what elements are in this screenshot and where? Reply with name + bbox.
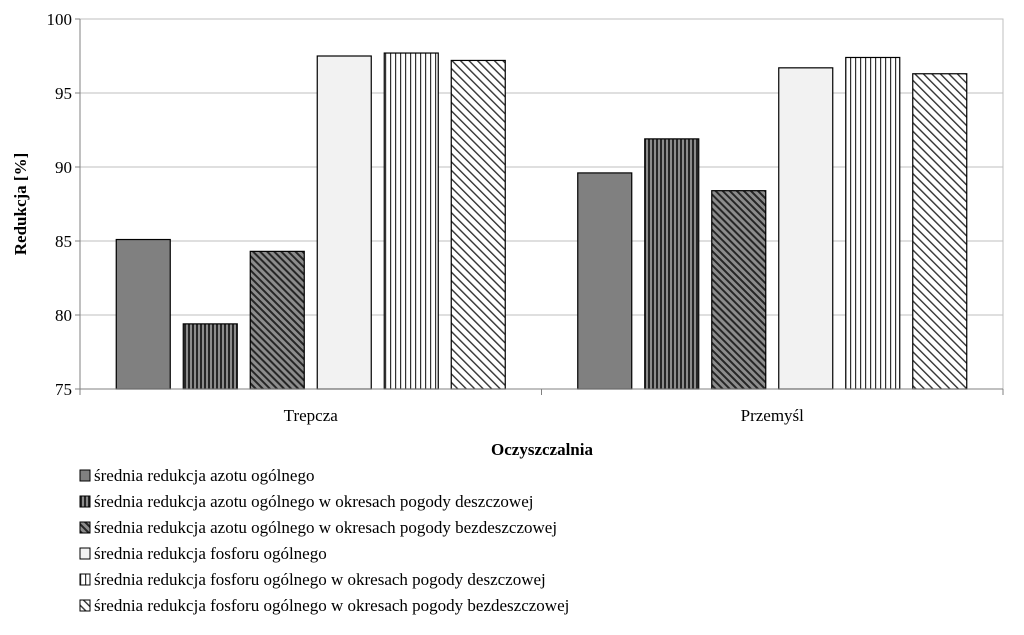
y-tick-label: 90 xyxy=(55,158,72,177)
y-tick-label: 85 xyxy=(55,232,72,251)
bar xyxy=(383,52,439,390)
legend-label: średnia redukcja azotu ogólnego w okresa… xyxy=(94,492,533,511)
x-tick-label: Przemyśl xyxy=(741,406,805,425)
y-tick-label: 75 xyxy=(55,380,72,399)
legend: średnia redukcja azotu ogólnego średnia r… xyxy=(79,466,569,615)
legend-swatch xyxy=(79,547,91,560)
bar xyxy=(249,250,305,390)
axes: 75 80 85 90 95 100 Trepcza Przemyśl xyxy=(47,10,1004,425)
bar xyxy=(778,67,834,390)
bar xyxy=(845,56,901,390)
legend-swatch xyxy=(79,573,91,586)
legend-swatch xyxy=(79,521,91,534)
legend-label: średnia redukcja fosforu ogólnego w okre… xyxy=(94,570,546,589)
legend-label: średnia redukcja fosforu ogólnego xyxy=(94,544,327,563)
x-axis-title: Oczyszczalnia xyxy=(491,440,593,459)
y-tick-label: 95 xyxy=(55,84,72,103)
bar xyxy=(115,238,171,390)
bar xyxy=(450,59,506,390)
legend-label: średnia redukcja azotu ogólnego xyxy=(94,466,314,485)
x-tick-label: Trepcza xyxy=(284,406,339,425)
bar xyxy=(577,172,633,390)
legend-label: średnia redukcja azotu ogólnego w okresa… xyxy=(94,518,557,537)
bar xyxy=(711,190,767,390)
y-axis-title: Redukcja [%] xyxy=(11,153,30,255)
bar xyxy=(912,73,968,390)
y-tick-label: 100 xyxy=(47,10,73,29)
legend-swatch xyxy=(79,495,91,508)
legend-label: średnia redukcja fosforu ogólnego w okre… xyxy=(94,596,569,615)
legend-swatch xyxy=(79,599,91,612)
bars xyxy=(115,52,968,390)
bar xyxy=(182,323,238,390)
y-tick-label: 80 xyxy=(55,306,72,325)
bar xyxy=(316,55,372,390)
bar xyxy=(644,138,700,390)
legend-swatch xyxy=(79,469,91,482)
